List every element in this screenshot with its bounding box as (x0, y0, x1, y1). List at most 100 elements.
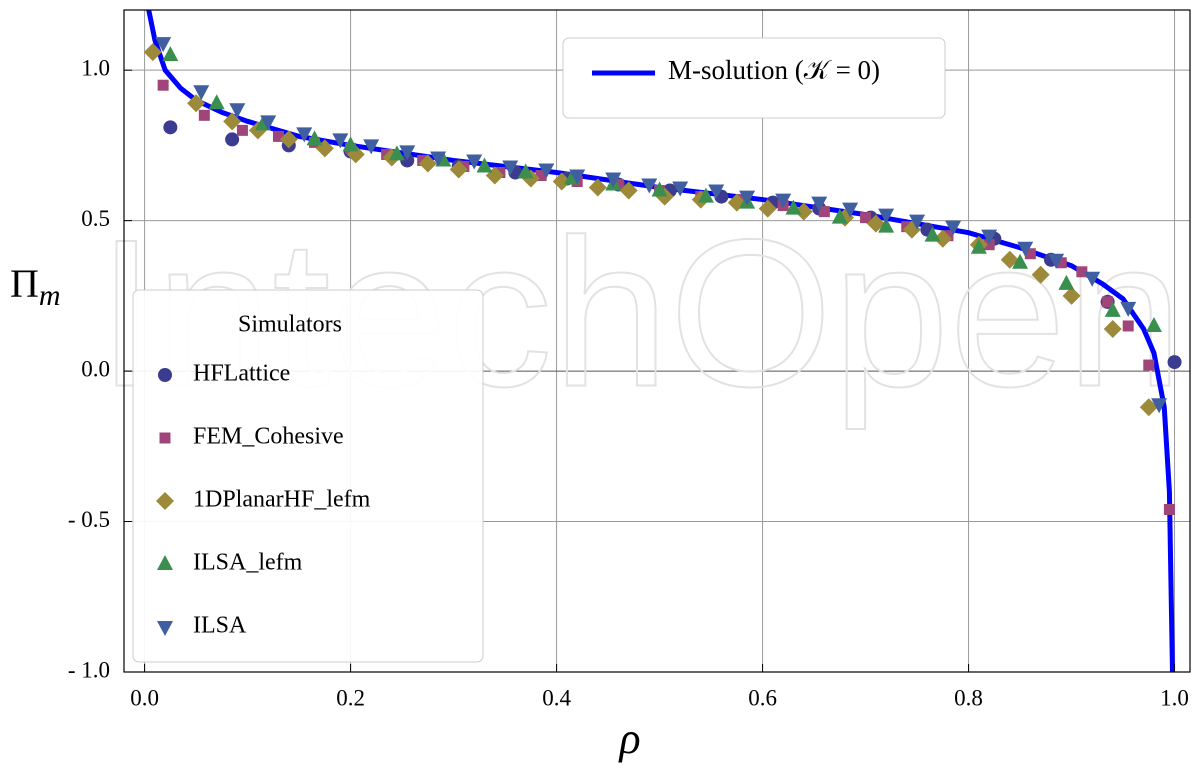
marker-diamond (619, 181, 638, 200)
x-tick-label: 0.0 (130, 685, 159, 710)
marker-triangle-down (363, 139, 380, 155)
marker-triangle-down (1120, 301, 1137, 317)
marker-circle (225, 132, 240, 147)
marker-square (535, 170, 547, 181)
y-tick-label: 0.0 (81, 356, 110, 381)
marker-triangle-down (538, 163, 555, 179)
marker-triangle-down (296, 127, 313, 143)
marker-diamond (866, 214, 885, 233)
marker-diamond (156, 492, 174, 510)
marker-triangle-down (1151, 398, 1168, 414)
legend-label: FEM_Cohesive (193, 424, 344, 450)
marker-diamond (449, 160, 468, 179)
y-tick-label: - 1.0 (68, 657, 110, 682)
marker-diamond (418, 154, 437, 173)
y-axis-label: Πm (10, 261, 61, 312)
marker-triangle-down (1017, 241, 1034, 257)
marker-triangle-up (697, 187, 714, 203)
marker-triangle-up (831, 208, 848, 224)
plot-data (143, 10, 1182, 672)
x-tick-label: 1.0 (1160, 685, 1189, 710)
marker-triangle-down (708, 184, 725, 200)
y-tick-label: - 0.5 (68, 507, 110, 532)
marker-square (1163, 504, 1175, 516)
marker-square (272, 130, 284, 142)
legend-label: M-solution (𝒦 = 0) (668, 55, 880, 85)
marker-triangle-down (1048, 253, 1065, 269)
marker-triangle-down (878, 208, 895, 224)
legend-label: ILSA (193, 613, 247, 639)
marker-triangle-up (1012, 253, 1029, 269)
marker-triangle-up (157, 555, 173, 570)
marker-triangle-up (517, 163, 534, 179)
marker-triangle-down (672, 181, 689, 197)
marker-diamond (1103, 319, 1122, 338)
marker-diamond (1031, 265, 1050, 284)
marker-square (1122, 320, 1134, 332)
marker-square (1055, 257, 1067, 269)
marker-diamond (1062, 286, 1081, 305)
marker-triangle-up (878, 217, 895, 233)
marker-circle (163, 120, 178, 135)
legend-label: 1DPlanarHF_lefm (193, 487, 371, 513)
legend-title: Simulators (238, 312, 342, 338)
marker-triangle-down (605, 172, 622, 188)
y-tick-label: 0.5 (81, 206, 110, 231)
x-axis-label: ρ (617, 714, 640, 763)
marker-square (1024, 248, 1036, 260)
marker-triangle-up (162, 46, 179, 62)
x-tick-label: 0.6 (748, 685, 777, 710)
legend: M-solution (𝒦 = 0) HFLattice FEM_Cohesive 1… (156, 55, 880, 639)
marker-triangle-down (399, 145, 416, 161)
marker-square (236, 124, 248, 136)
marker-triangle-down (229, 103, 246, 119)
marker-diamond (1139, 398, 1158, 417)
marker-circle (158, 368, 172, 382)
marker-legend-box (132, 289, 484, 663)
marker-circle (1167, 355, 1182, 370)
marker-square (612, 179, 624, 191)
y-label-subscript: m (39, 279, 61, 312)
marker-triangle-down (502, 160, 519, 176)
marker-square (860, 212, 872, 224)
marker-triangle-up (785, 199, 802, 215)
marker-triangle-down (945, 220, 962, 236)
marker-triangle-down (981, 229, 998, 245)
marker-triangle-down (155, 37, 172, 53)
marker-triangle-down (260, 115, 277, 131)
marker-triangle-up (1145, 316, 1162, 332)
line-legend-box (562, 37, 946, 119)
marker-triangle-up (476, 157, 493, 173)
marker-triangle-up (208, 94, 225, 110)
marker-triangle-down (569, 169, 586, 185)
marker-triangle-down (775, 193, 792, 209)
marker-triangle-up (388, 145, 405, 161)
marker-square (159, 432, 171, 444)
x-tick-label: 0.2 (336, 685, 365, 710)
marker-circle (400, 153, 415, 168)
marker-diamond (758, 199, 777, 218)
marker-triangle-up (1058, 274, 1075, 290)
marker-diamond (1000, 250, 1019, 269)
marker-diamond (279, 130, 298, 149)
marker-triangle-down (842, 202, 859, 218)
marker-triangle-up (1104, 301, 1121, 317)
marker-square (157, 79, 169, 91)
marker-diamond (143, 43, 162, 62)
marker-square (1102, 296, 1114, 308)
marker-square (818, 206, 830, 218)
marker-triangle-up (342, 136, 359, 152)
marker-triangle-up (306, 130, 323, 146)
plot-frame (123, 9, 1191, 673)
marker-triangle-up (651, 181, 668, 197)
y-label-symbol: Π (10, 261, 39, 306)
marker-triangle-down (193, 85, 210, 101)
x-tick-label: 0.8 (954, 685, 983, 710)
marker-triangle-down (430, 151, 447, 167)
marker-square (198, 109, 210, 121)
legend-label: ILSA_lefm (193, 550, 303, 576)
marker-triangle-down (909, 214, 926, 230)
ticks: 0.0 0.2 0.4 0.6 0.8 1.0 - 1.0 - 0.5 0.0 0.5 1.0 (68, 55, 1189, 710)
marker-triangle-down (157, 621, 173, 636)
